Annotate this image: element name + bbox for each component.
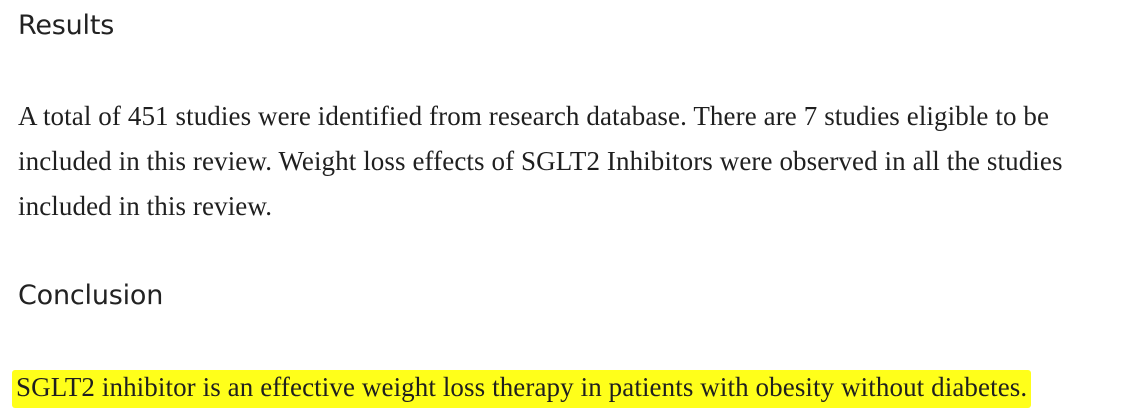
results-heading: Results xyxy=(18,10,115,41)
conclusion-highlighted-text: SGLT2 inhibitor is an effective weight l… xyxy=(12,370,1032,408)
conclusion-heading: Conclusion xyxy=(18,280,164,311)
conclusion-paragraph: SGLT2 inhibitor is an effective weight l… xyxy=(12,365,1138,410)
results-paragraph: A total of 451 studies were identified f… xyxy=(18,101,1063,221)
